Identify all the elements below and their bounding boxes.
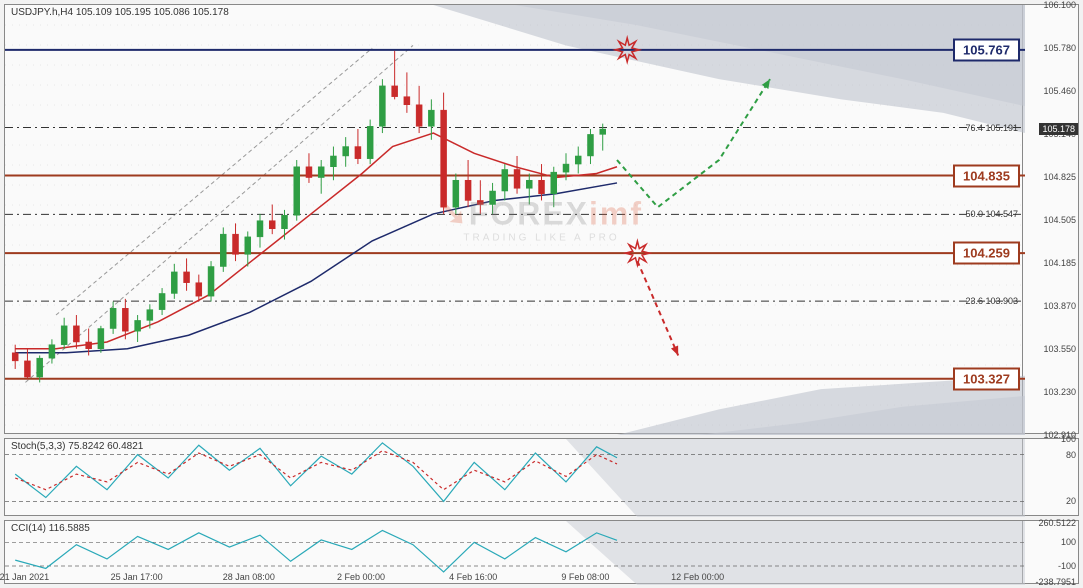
price-panel-title: USDJPY.h,H4 105.109 105.195 105.086 105.… (11, 7, 229, 18)
price-chart-panel[interactable]: USDJPY.h,H4 105.109 105.195 105.086 105.… (4, 4, 1079, 434)
x-tick: 21 Jan 2021 (0, 572, 49, 582)
y-tick: 104.185 (1043, 258, 1076, 268)
y-tick: 80 (1066, 450, 1076, 460)
price-level-box: 103.327 (953, 367, 1020, 390)
stoch-y-axis: 1008020 (1022, 439, 1078, 515)
price-level-box: 105.767 (953, 38, 1020, 61)
y-tick: 100 (1061, 434, 1076, 444)
stochastic-panel[interactable]: Stoch(5,3,3) 75.8242 60.4821 1008020 (4, 438, 1079, 516)
x-tick: 28 Jan 08:00 (223, 572, 275, 582)
x-tick: 9 Feb 08:00 (561, 572, 609, 582)
price-level-box: 104.835 (953, 164, 1020, 187)
y-tick: 103.550 (1043, 344, 1076, 354)
price-chart-svg (5, 5, 1080, 435)
fib-label: 23.6 103.903 (965, 296, 1018, 306)
x-tick: 25 Jan 17:00 (111, 572, 163, 582)
current-price-marker: 105.178 (1039, 123, 1078, 135)
y-tick: -238.7951 (1035, 577, 1076, 587)
y-tick: 104.825 (1043, 172, 1076, 182)
price-level-box: 104.259 (953, 242, 1020, 265)
y-tick: 103.230 (1043, 387, 1076, 397)
y-tick: 100 (1061, 537, 1076, 547)
watermark-tagline: TRADING LIKE A PRO (440, 233, 643, 244)
x-tick: 4 Feb 16:00 (449, 572, 497, 582)
watermark: ➘FOREXimf TRADING LIKE A PRO (440, 195, 643, 244)
cci-y-axis: 260.5122100-100-238.7951 (1022, 521, 1078, 583)
y-tick: -100 (1058, 561, 1076, 571)
y-tick: 105.780 (1043, 43, 1076, 53)
cci-title: CCI(14) 116.5885 (11, 523, 90, 534)
stoch-title: Stoch(5,3,3) 75.8242 60.4821 (11, 441, 143, 452)
price-y-axis: 106.100105.780105.460105.140104.825104.5… (1022, 5, 1078, 433)
y-tick: 104.505 (1043, 215, 1076, 225)
y-tick: 260.5122 (1038, 518, 1076, 528)
time-x-axis: 21 Jan 202125 Jan 17:0028 Jan 08:002 Feb… (4, 570, 1024, 584)
stoch-svg (5, 439, 1080, 517)
y-tick: 105.460 (1043, 86, 1076, 96)
y-tick: 20 (1066, 496, 1076, 506)
x-tick: 2 Feb 00:00 (337, 572, 385, 582)
fib-label: 76.4 105.191 (965, 123, 1018, 133)
watermark-arrow-icon: ➘ (440, 196, 469, 232)
y-tick: 103.870 (1043, 301, 1076, 311)
x-tick: 12 Feb 00:00 (671, 572, 724, 582)
y-tick: 106.100 (1043, 0, 1076, 10)
fib-label: 50.0 104.547 (965, 209, 1018, 219)
